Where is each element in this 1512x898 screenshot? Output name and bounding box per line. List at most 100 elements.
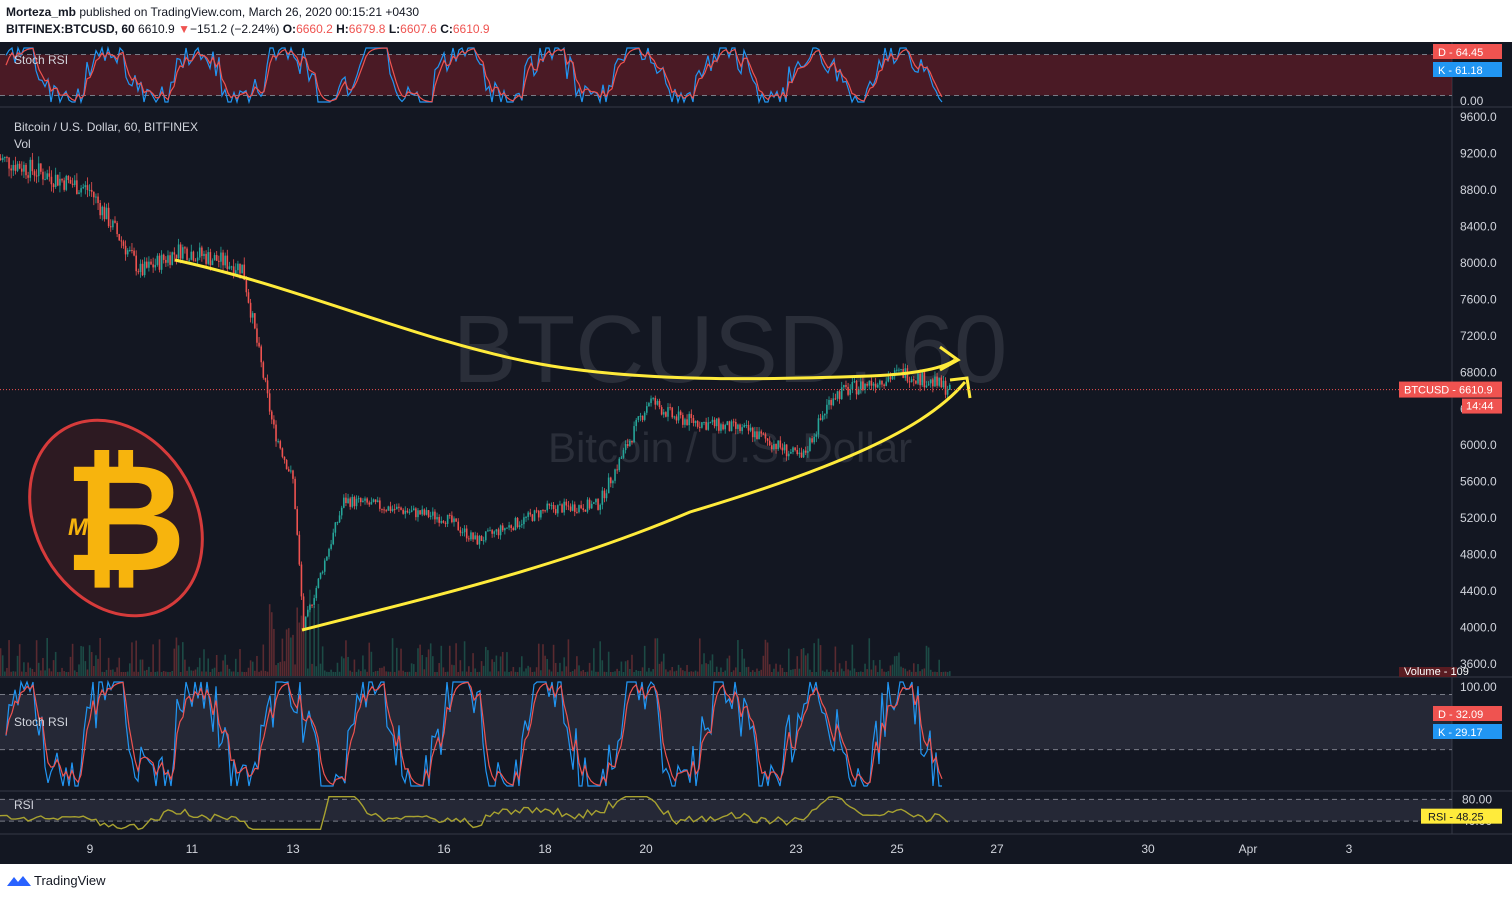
volume-bar [535,667,538,676]
candle-body [40,163,42,172]
volume-bar [709,660,712,676]
volume-bar [211,668,214,676]
open-value: 6660.2 [296,22,333,36]
candle-body [478,536,481,545]
candle-body [93,191,95,198]
volume-bar [781,667,784,676]
volume-bar [129,663,131,676]
volume-bar [834,646,837,676]
candle-body [758,431,760,440]
candle-body [832,398,835,406]
volume-bar [525,668,527,676]
candle-body [56,174,59,186]
candle-body [510,525,513,529]
volume-bar [230,671,233,676]
volume-bar [898,652,900,676]
candle-body [353,496,356,507]
candle-body [771,445,773,450]
price-tick-label: 9600.0 [1460,110,1497,124]
volume-bar [336,662,339,676]
rsi-value-badge [1421,808,1502,824]
lower-trendline[interactable] [301,381,967,632]
candle-body [834,398,837,400]
candle-body [622,450,625,458]
candle-body [879,380,881,385]
volume-bar [427,649,430,676]
volume-bar [607,651,610,676]
candle-body [684,419,686,425]
footer-brand[interactable]: TradingView [34,873,106,888]
stoch-top-title: Stoch RSI [14,53,68,67]
candle-body [470,532,472,540]
candle-body [491,530,493,534]
candle-body [518,525,521,528]
volume-bar [463,641,466,676]
volume-bar [580,671,582,676]
volume-bar [885,671,888,676]
upper-trendline[interactable] [174,258,956,381]
volume-bar [150,671,152,676]
volume-bar [196,667,199,676]
candle-body [107,207,110,227]
rsi-line [0,796,949,831]
volume-bar [601,660,604,676]
volume-bar [609,671,612,676]
candle-body [925,385,928,388]
chart-area[interactable]: BTCUSD, 60 Bitcoin / U.S. Dollar ₿ M Bitco… [0,42,1512,864]
volume-bar [745,667,748,676]
chart-svg[interactable]: BTCUSD, 60 Bitcoin / U.S. Dollar ₿M Bitco… [0,42,1512,864]
candle-body [326,556,328,561]
candle-body [6,157,8,159]
logo-ellipse [28,418,204,618]
candle-body [730,421,733,432]
volume-bar [93,666,95,676]
candle-body [521,524,523,526]
volume-bar [595,671,597,676]
stoch-bottom-k-badge [1433,724,1502,739]
author-name[interactable]: Morteza_mb [6,5,77,19]
candle-body [785,444,788,457]
candle-body [393,508,396,510]
volume-bar [385,671,388,676]
candle-body [559,504,561,506]
volume-bar [364,669,366,676]
stoch-top-d-badge [1433,44,1502,59]
candle-body [54,174,57,188]
candle-body [624,444,627,451]
candle-body [109,226,112,228]
volume-bar [23,662,25,676]
volume-bar [802,647,805,676]
logo-letter: M [68,514,89,541]
candle-body [14,164,17,171]
candle-body [790,452,792,454]
volume-bar [148,666,150,676]
candle-body [148,261,150,268]
volume-bar [69,656,72,676]
candle-body [171,252,174,265]
volume-bar [701,664,703,676]
volume-bar [179,671,182,676]
candle-body [256,328,258,343]
candle-body [629,440,631,447]
candle-body [364,498,366,501]
volume-bar [527,665,529,676]
time-tick-label: Apr [1239,842,1258,856]
candle-body [268,393,271,412]
candle-body [489,530,491,532]
volume-bar [37,662,40,676]
volume-bar [777,671,779,676]
candle-body [660,407,663,415]
candle-body [169,255,171,265]
volume-bar [118,657,121,676]
candle-body [18,163,21,169]
candle-body [468,538,470,540]
candle-body [677,411,680,421]
candle-body [535,510,538,512]
candle-body [487,530,489,532]
candle-body [504,528,506,531]
volume-bar [349,670,351,676]
volume-bar [787,648,790,676]
volume-bar [620,661,623,676]
down-arrow-icon: ▼ [178,22,190,36]
watermark-symbol: BTCUSD, 60 [453,296,1008,403]
